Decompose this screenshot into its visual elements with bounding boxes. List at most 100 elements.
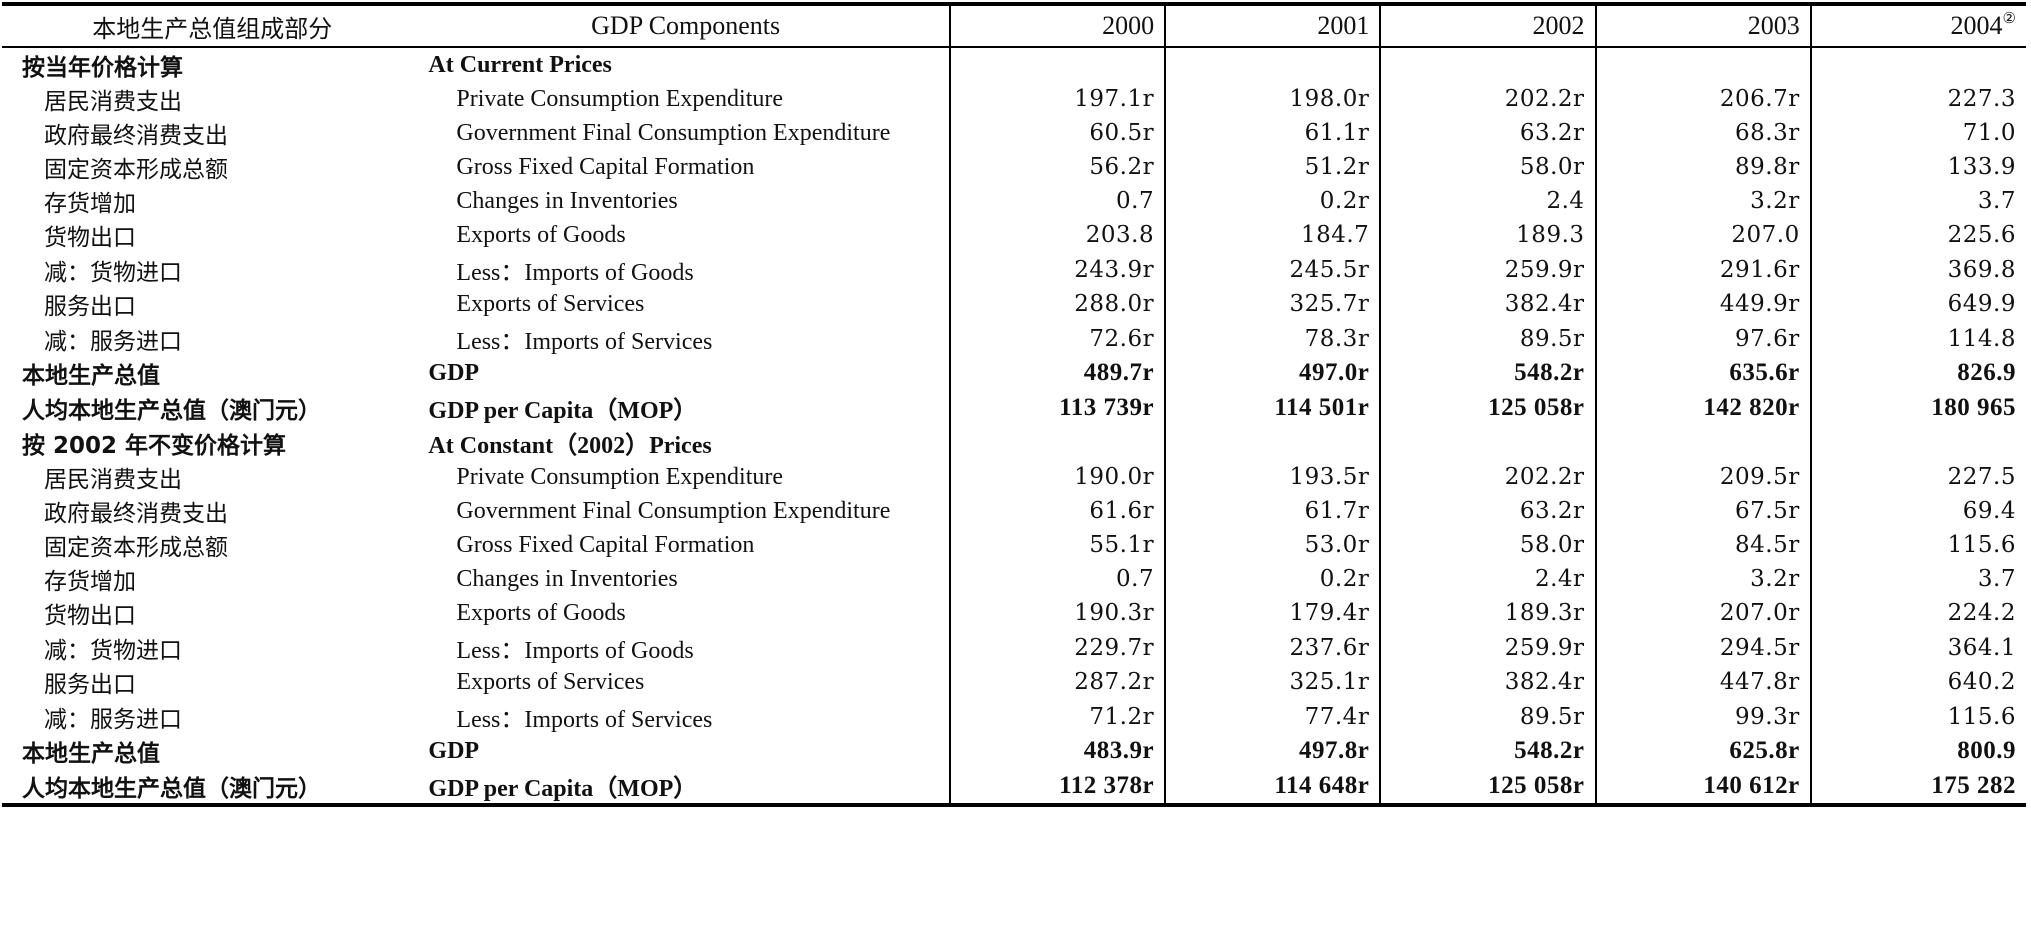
row-label-en: Less：Imports of Goods [456, 260, 694, 286]
row-label-en: Exports of Goods [456, 221, 626, 248]
total-row: 人均本地生产总值（澳门元） GDP per Capita（MOP） 112 378r… [2, 768, 2026, 805]
cell-value-2003: 209.5r [1594, 460, 1811, 494]
row-label-zh: 按当年价格计算 [22, 55, 183, 81]
cell-value-2004: 364.1 [1809, 630, 2026, 665]
table-row: 存货增加 Changes in Inventories 0.7 0.2r 2.4r 3.2… [2, 562, 2026, 596]
footnote-marker: ② [2002, 11, 2016, 27]
cell-value-2003: 97.6r [1594, 321, 1811, 356]
row-label-en: GDP per Capita（MOP） [428, 398, 698, 424]
cell-value-2002: 548.2r [1379, 734, 1596, 768]
cell-value-2002: 125 058r [1379, 390, 1596, 425]
row-label-zh: 减：服务进口 [44, 328, 182, 355]
cell-value-2002: 89.5r [1379, 699, 1596, 734]
row-label-en: Changes in Inventories [456, 565, 678, 592]
cell-value-2004: 133.9 [1809, 150, 2026, 184]
cell-value-2000 [948, 425, 1166, 460]
row-label-en: Exports of Services [456, 290, 645, 317]
cell-value-2004: 826.9 [1809, 356, 2026, 390]
row-label-zh: 人均本地生产总值（澳门元） [22, 397, 321, 424]
cell-value-2002: 189.3r [1379, 596, 1596, 630]
cell-value-2001: 78.3r [1164, 321, 1381, 356]
table-row: 减：货物进口 Less：Imports of Goods 243.9r 245.5r 2… [2, 252, 2026, 287]
header-year-2000: 2000 [948, 4, 1166, 48]
row-label-zh: 固定资本形成总额 [44, 157, 228, 183]
cell-value-2003 [1594, 425, 1811, 460]
row-label-en: Exports of Services [456, 668, 645, 695]
table-row: 固定资本形成总额 Gross Fixed Capital Formation 55.… [2, 528, 2026, 562]
cell-value-2000: 60.5r [948, 116, 1166, 150]
cell-value-2003: 206.7r [1594, 82, 1811, 116]
cell-value-2003: 67.5r [1594, 494, 1811, 528]
cell-value-2004: 649.9 [1809, 287, 2026, 321]
table-row: 货物出口 Exports of Goods 190.3r 179.4r 189.3r 20… [2, 596, 2026, 630]
cell-value-2003: 3.2r [1594, 184, 1811, 218]
row-label-zh: 政府最终消费支出 [44, 501, 228, 527]
cell-value-2001: 184.7 [1164, 218, 1381, 252]
cell-value-2000: 203.8 [948, 218, 1166, 252]
cell-value-2002: 259.9r [1379, 630, 1596, 665]
cell-value-2004: 227.3 [1809, 82, 2026, 116]
row-label-en: Less：Imports of Services [456, 707, 713, 733]
row-label-zh: 人均本地生产总值（澳门元） [22, 775, 321, 802]
table-row: 减：服务进口 Less：Imports of Services 72.6r 78.3r… [2, 321, 2026, 356]
header-year-2004: 2004② [1809, 4, 2026, 48]
table-row: 政府最终消费支出 Government Final Consumption Exp… [2, 116, 2026, 150]
table-row: 居民消费支出 Private Consumption Expenditure 190… [2, 460, 2026, 494]
cell-value-2004: 175 282 [1809, 768, 2026, 805]
total-row: 本地生产总值 GDP 483.9r 497.8r 548.2r 625.8r 800.9 [2, 734, 2026, 768]
table-row: 减：服务进口 Less：Imports of Services 71.2r 77.4r… [2, 699, 2026, 734]
cell-value-2000: 112 378r [948, 768, 1166, 805]
cell-value-2001: 61.7r [1164, 494, 1381, 528]
cell-value-2003: 3.2r [1594, 562, 1811, 596]
cell-value-2003: 89.8r [1594, 150, 1811, 184]
cell-value-2003: 140 612r [1594, 768, 1811, 805]
cell-value-2003: 207.0 [1594, 218, 1811, 252]
cell-value-2000: 61.6r [948, 494, 1166, 528]
row-label-en: At Constant（2002）Prices [428, 433, 712, 459]
cell-value-2002: 58.0r [1379, 150, 1596, 184]
cell-value-2001 [1164, 425, 1381, 460]
cell-value-2002: 125 058r [1379, 768, 1596, 805]
cell-value-2004: 224.2 [1809, 596, 2026, 630]
row-label-zh: 存货增加 [44, 569, 136, 595]
cell-value-2001: 51.2r [1164, 150, 1381, 184]
row-label-zh: 货物出口 [44, 603, 136, 629]
row-label-en: Private Consumption Expenditure [456, 463, 784, 490]
cell-value-2002: 189.3 [1379, 218, 1596, 252]
header-zh: 本地生产总值组成部分 [2, 4, 423, 48]
header-year-2003: 2003 [1594, 4, 1811, 48]
header-row: 本地生产总值组成部分 GDP Components 2000 2001 2002… [2, 4, 2026, 48]
row-label-zh: 减：货物进口 [44, 259, 182, 286]
row-label-zh: 货物出口 [44, 225, 136, 251]
cell-value-2004: 69.4 [1809, 494, 2026, 528]
header-year-2001: 2001 [1164, 4, 1381, 48]
cell-value-2001: 325.7r [1164, 287, 1381, 321]
row-label-zh: 本地生产总值 [22, 363, 160, 389]
cell-value-2003 [1594, 47, 1811, 82]
gdp-components-table: 本地生产总值组成部分 GDP Components 2000 2001 2002… [2, 2, 2026, 807]
cell-value-2004: 114.8 [1809, 321, 2026, 356]
cell-value-2000: 72.6r [948, 321, 1166, 356]
cell-value-2001: 179.4r [1164, 596, 1381, 630]
cell-value-2001: 114 648r [1164, 768, 1381, 805]
row-label-en: Less：Imports of Services [456, 329, 713, 355]
cell-value-2001: 0.2r [1164, 184, 1381, 218]
cell-value-2004: 3.7 [1809, 562, 2026, 596]
cell-value-2001: 0.2r [1164, 562, 1381, 596]
cell-value-2001: 325.1r [1164, 665, 1381, 699]
cell-value-2002: 2.4r [1379, 562, 1596, 596]
row-label-zh: 减：服务进口 [44, 706, 182, 733]
cell-value-2003: 68.3r [1594, 116, 1811, 150]
cell-value-2003: 449.9r [1594, 287, 1811, 321]
cell-value-2004: 115.6 [1809, 699, 2026, 734]
table-row: 居民消费支出 Private Consumption Expenditure 197… [2, 82, 2026, 116]
cell-value-2001: 77.4r [1164, 699, 1381, 734]
row-label-en: GDP [428, 359, 480, 386]
cell-value-2003: 142 820r [1594, 390, 1811, 425]
cell-value-2003: 625.8r [1594, 734, 1811, 768]
header-year-2004-label: 2004 [1950, 11, 2003, 40]
cell-value-2002: 382.4r [1379, 665, 1596, 699]
cell-value-2001: 497.8r [1164, 734, 1381, 768]
row-label-en: Exports of Goods [456, 599, 626, 626]
section-row: 按 2002 年不变价格计算 At Constant（2002）Prices [2, 425, 2026, 460]
